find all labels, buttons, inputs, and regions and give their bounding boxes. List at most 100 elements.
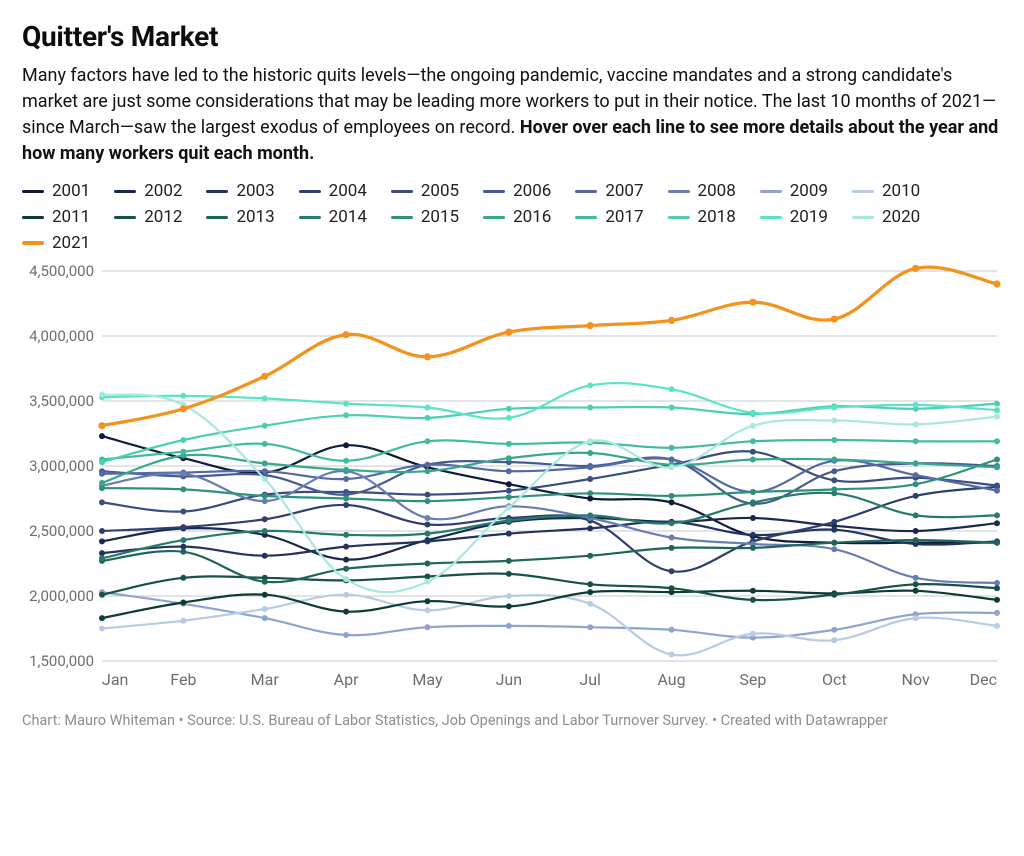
series-point-2013[interactable] <box>343 566 349 572</box>
series-point-2012[interactable] <box>750 597 756 603</box>
series-point-2016[interactable] <box>913 461 919 467</box>
series-line-2014[interactable] <box>102 493 997 559</box>
series-point-2016[interactable] <box>343 467 349 473</box>
series-point-2020[interactable] <box>424 579 430 585</box>
series-point-2014[interactable] <box>669 521 675 527</box>
series-point-2018[interactable] <box>424 415 430 421</box>
series-point-2017[interactable] <box>343 458 349 464</box>
series-point-2016[interactable] <box>99 480 105 486</box>
series-point-2020[interactable] <box>506 505 512 511</box>
series-point-2016[interactable] <box>262 461 268 467</box>
legend-item-2016[interactable]: 2016 <box>483 207 551 227</box>
series-point-2004[interactable] <box>913 493 919 499</box>
series-point-2015[interactable] <box>99 485 105 491</box>
series-point-2021[interactable] <box>342 331 349 338</box>
series-point-2013[interactable] <box>180 549 186 555</box>
series-point-2018[interactable] <box>506 406 512 412</box>
series-point-2020[interactable] <box>994 414 1000 420</box>
series-point-2009[interactable] <box>669 627 675 633</box>
series-point-2004[interactable] <box>424 522 430 528</box>
series-point-2009[interactable] <box>994 610 1000 616</box>
series-point-2019[interactable] <box>424 405 430 411</box>
series-point-2013[interactable] <box>994 540 1000 546</box>
series-point-2012[interactable] <box>994 586 1000 592</box>
series-point-2015[interactable] <box>913 482 919 488</box>
series-point-2014[interactable] <box>587 513 593 519</box>
series-point-2001[interactable] <box>587 496 593 502</box>
series-point-2014[interactable] <box>913 513 919 519</box>
series-point-2016[interactable] <box>994 465 1000 471</box>
series-point-2020[interactable] <box>262 476 268 482</box>
series-point-2010[interactable] <box>831 638 837 644</box>
series-point-2011[interactable] <box>994 597 1000 603</box>
series-point-2012[interactable] <box>99 592 105 598</box>
series-point-2021[interactable] <box>180 406 187 413</box>
series-point-2005[interactable] <box>750 449 756 455</box>
series-line-2003[interactable] <box>102 522 997 556</box>
series-point-2005[interactable] <box>994 483 1000 489</box>
series-point-2004[interactable] <box>831 519 837 525</box>
series-point-2015[interactable] <box>506 495 512 501</box>
series-point-2008[interactable] <box>913 575 919 581</box>
series-point-2002[interactable] <box>750 515 756 521</box>
series-point-2015[interactable] <box>262 493 268 499</box>
series-point-2020[interactable] <box>669 465 675 471</box>
series-point-2003[interactable] <box>587 526 593 532</box>
series-point-2018[interactable] <box>587 405 593 411</box>
series-point-2015[interactable] <box>343 496 349 502</box>
series-point-2015[interactable] <box>587 491 593 497</box>
series-point-2004[interactable] <box>669 569 675 575</box>
series-point-2019[interactable] <box>343 401 349 407</box>
series-point-2004[interactable] <box>99 528 105 534</box>
series-point-2010[interactable] <box>262 606 268 612</box>
legend-item-2017[interactable]: 2017 <box>575 207 643 227</box>
series-point-2021[interactable] <box>424 354 431 361</box>
legend-item-2002[interactable]: 2002 <box>114 181 182 201</box>
series-point-2010[interactable] <box>669 652 675 658</box>
series-point-2011[interactable] <box>343 609 349 615</box>
series-point-2003[interactable] <box>343 544 349 550</box>
series-point-2019[interactable] <box>262 396 268 402</box>
series-point-2016[interactable] <box>506 456 512 462</box>
series-point-2014[interactable] <box>506 518 512 524</box>
series-point-2003[interactable] <box>180 544 186 550</box>
series-point-2007[interactable] <box>913 472 919 478</box>
series-line-2017[interactable] <box>102 440 997 461</box>
series-point-2019[interactable] <box>994 407 1000 413</box>
series-point-2003[interactable] <box>424 539 430 545</box>
series-point-2011[interactable] <box>587 589 593 595</box>
series-point-2008[interactable] <box>262 498 268 504</box>
legend-item-2011[interactable]: 2011 <box>22 207 90 227</box>
series-point-2012[interactable] <box>180 575 186 581</box>
legend-item-2004[interactable]: 2004 <box>299 181 367 201</box>
series-point-2010[interactable] <box>424 608 430 614</box>
series-point-2004[interactable] <box>180 524 186 530</box>
series-point-2021[interactable] <box>912 265 919 272</box>
legend-item-2018[interactable]: 2018 <box>668 207 736 227</box>
series-point-2013[interactable] <box>669 545 675 551</box>
series-point-2013[interactable] <box>913 537 919 543</box>
series-point-2014[interactable] <box>343 532 349 538</box>
series-point-2005[interactable] <box>831 478 837 484</box>
series-point-2005[interactable] <box>424 492 430 498</box>
series-point-2010[interactable] <box>99 626 105 632</box>
series-point-2007[interactable] <box>994 488 1000 494</box>
series-point-2009[interactable] <box>343 632 349 638</box>
series-point-2003[interactable] <box>262 553 268 559</box>
series-point-2005[interactable] <box>180 509 186 515</box>
series-point-2004[interactable] <box>262 517 268 523</box>
series-point-2007[interactable] <box>262 469 268 475</box>
legend-item-2021[interactable]: 2021 <box>22 233 90 253</box>
series-point-2017[interactable] <box>669 445 675 451</box>
series-point-2005[interactable] <box>587 476 593 482</box>
series-point-2011[interactable] <box>506 604 512 610</box>
series-point-2001[interactable] <box>343 443 349 449</box>
series-point-2008[interactable] <box>831 547 837 553</box>
series-point-2018[interactable] <box>262 423 268 429</box>
series-point-2017[interactable] <box>994 439 1000 445</box>
series-point-2006[interactable] <box>831 469 837 475</box>
series-point-2013[interactable] <box>424 561 430 567</box>
series-point-2020[interactable] <box>750 423 756 429</box>
series-point-2021[interactable] <box>505 329 512 336</box>
chart-svg[interactable]: 1,500,0002,000,0002,500,0003,000,0003,50… <box>22 261 1002 701</box>
